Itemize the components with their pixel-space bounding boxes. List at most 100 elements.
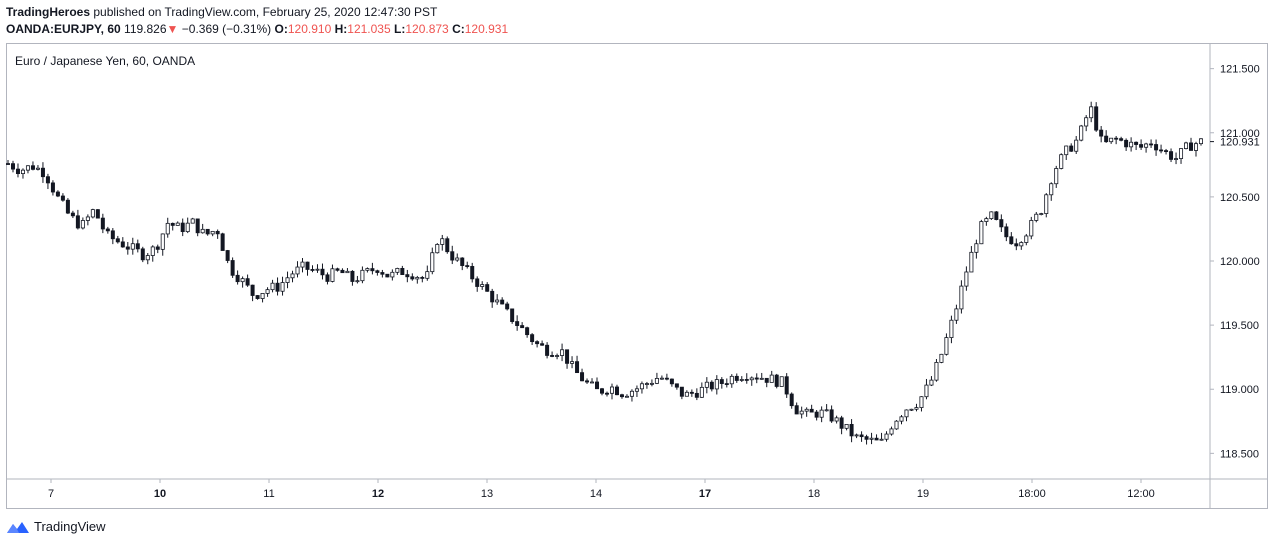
candle[interactable] [1199,138,1204,146]
candle[interactable] [704,377,709,394]
candle[interactable] [160,233,165,256]
candle[interactable] [335,267,340,272]
candle[interactable] [585,378,590,384]
candle[interactable] [230,257,235,278]
candle[interactable] [924,378,929,400]
candle[interactable] [1104,130,1109,143]
candle[interactable] [949,315,954,344]
candle[interactable] [1059,153,1064,170]
candle[interactable] [115,235,120,244]
candle[interactable] [1069,143,1074,152]
candle[interactable] [719,377,724,389]
candle[interactable] [764,377,769,388]
candle[interactable] [295,261,300,278]
candle[interactable] [734,373,739,383]
candle[interactable] [75,209,80,230]
candle[interactable] [674,383,679,390]
candle[interactable] [250,284,255,302]
candle[interactable] [994,211,999,221]
candle[interactable] [899,415,904,425]
candle[interactable] [425,265,430,281]
candle[interactable] [634,385,639,397]
candle[interactable] [1074,136,1079,154]
candle[interactable] [799,406,804,419]
candle[interactable] [1034,211,1039,223]
candle[interactable] [1004,223,1009,242]
candle[interactable] [969,246,974,273]
candle[interactable] [90,208,95,219]
candle[interactable] [175,221,180,226]
candle[interactable] [839,415,844,435]
candle[interactable] [495,294,500,305]
candle[interactable] [305,261,310,276]
candle[interactable] [260,293,265,303]
candle[interactable] [1029,216,1034,240]
candle[interactable] [195,218,200,237]
candle[interactable] [50,180,55,196]
candle[interactable] [1024,233,1029,246]
candle[interactable] [909,408,914,412]
candle[interactable] [604,391,609,397]
candle[interactable] [914,403,919,412]
candle[interactable] [465,261,470,269]
candle[interactable] [809,404,814,413]
candle[interactable] [1149,139,1154,148]
candle[interactable] [570,356,575,369]
candle[interactable] [1094,102,1099,132]
candle[interactable] [595,377,600,390]
candle[interactable] [954,304,959,324]
candle[interactable] [485,282,490,292]
candle[interactable] [1049,182,1054,201]
candle[interactable] [754,373,759,384]
candle[interactable] [664,373,669,381]
candle[interactable] [285,271,290,289]
candle[interactable] [110,228,115,245]
candle[interactable] [1064,145,1069,160]
candle[interactable] [155,244,160,254]
candle[interactable] [1189,137,1194,151]
candle[interactable] [415,275,420,284]
candle[interactable] [475,276,480,292]
candle[interactable] [380,269,385,278]
candle[interactable] [265,287,270,297]
candle[interactable] [1174,152,1179,165]
candle[interactable] [140,246,145,263]
candle[interactable] [779,376,784,387]
candle[interactable] [774,373,779,389]
candle[interactable] [654,372,659,385]
candle[interactable] [729,374,734,388]
candle[interactable] [400,265,405,276]
candle[interactable] [215,229,220,239]
candle[interactable] [535,340,540,348]
candle[interactable] [540,340,545,346]
candle[interactable] [1194,141,1199,157]
candle[interactable] [185,217,190,234]
candle[interactable] [220,232,225,251]
candle[interactable] [844,424,849,431]
candle[interactable] [874,434,879,441]
candle[interactable] [345,268,350,274]
candle[interactable] [989,211,994,220]
candle[interactable] [769,370,774,383]
candle[interactable] [505,301,510,311]
candle[interactable] [659,375,664,380]
candle[interactable] [320,263,325,280]
candle[interactable] [30,161,35,171]
candle[interactable] [95,209,100,219]
candle[interactable] [1179,148,1184,164]
candle[interactable] [500,297,505,305]
candle[interactable] [629,389,634,402]
candle[interactable] [555,353,560,360]
candle[interactable] [1119,136,1124,142]
candle[interactable] [974,239,979,259]
candle[interactable] [1014,238,1019,251]
candle[interactable] [794,402,799,415]
candle[interactable] [545,342,550,359]
candle[interactable] [869,432,874,445]
candle[interactable] [1019,241,1024,250]
candle[interactable] [350,270,355,286]
candle[interactable] [679,386,684,400]
candle[interactable] [1044,193,1049,218]
candle[interactable] [1054,165,1059,188]
candle[interactable] [300,258,305,273]
